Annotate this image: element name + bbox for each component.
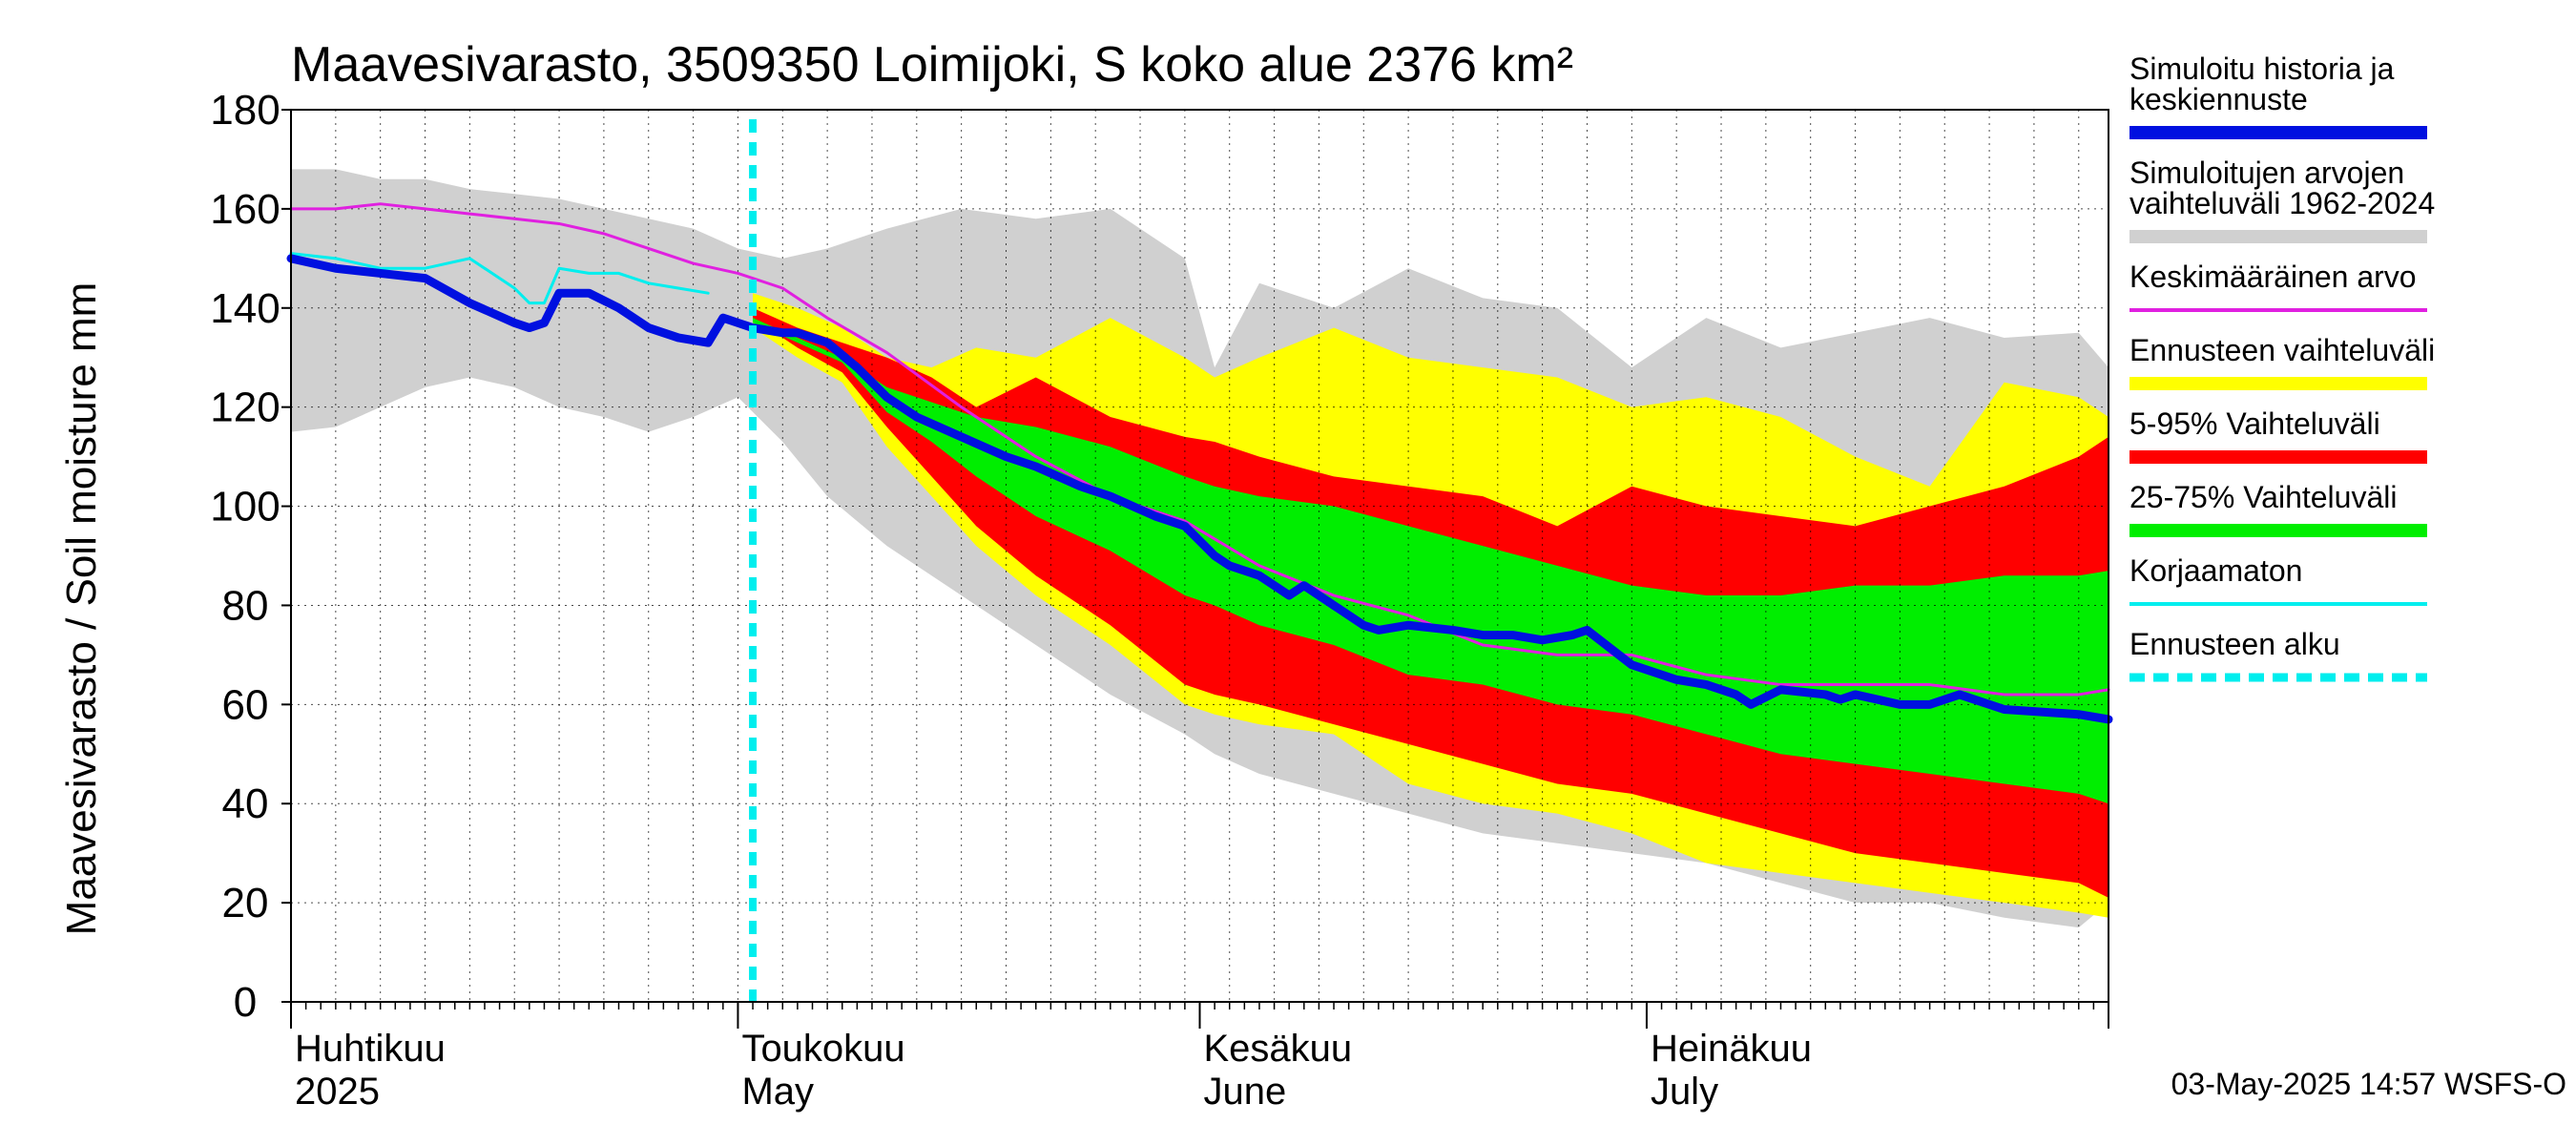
legend-label: Korjaamaton (2129, 553, 2302, 588)
legend-label: Ennusteen alku (2129, 627, 2340, 661)
y-tick-label: 40 (222, 781, 269, 827)
legend-label: keskiennuste (2129, 82, 2308, 116)
chart-title: Maavesivarasto, 3509350 Loimijoki, S kok… (291, 37, 1573, 93)
legend-label: 5-95% Vaihteluväli (2129, 406, 2380, 441)
month-label-en-0: 2025 (295, 1071, 380, 1113)
legend-item-5: 25-75% Vaihteluväli (2129, 480, 2427, 537)
grid (291, 110, 2109, 1002)
y-tick-label: 20 (222, 880, 269, 926)
series-line-2 (286, 254, 2113, 724)
legend-label: 25-75% Vaihteluväli (2129, 480, 2397, 514)
y-tick-label: 160 (210, 186, 280, 233)
legend: Simuloitu historia jakeskiennusteSimuloi… (2129, 52, 2435, 682)
legend-label: Keskimääräinen arvo (2129, 260, 2417, 294)
legend-label: Ennusteen vaihteluväli (2129, 333, 2435, 367)
month-label-en-2: June (1204, 1071, 1287, 1113)
month-label-en-1: May (741, 1071, 814, 1113)
footer-timestamp: 03-May-2025 14:57 WSFS-O (2171, 1067, 2566, 1101)
series-line-0 (289, 202, 2110, 697)
legend-item-2: Keskimääräinen arvo (2129, 260, 2427, 312)
legend-item-3: Ennusteen vaihteluväli (2129, 333, 2435, 390)
y-tick-label: 100 (210, 484, 280, 531)
y-tick-label: 80 (222, 582, 269, 629)
y-tick-label: 60 (222, 681, 269, 728)
legend-item-6: Korjaamaton (2129, 553, 2427, 606)
legend-label: Simuloitu historia ja (2129, 52, 2395, 86)
series-line-1 (289, 252, 710, 305)
legend-item-4: 5-95% Vaihteluväli (2129, 406, 2427, 464)
legend-label: Simuloitujen arvojen (2129, 156, 2404, 190)
month-label-fi-1: Toukokuu (741, 1028, 904, 1070)
month-label-fi-3: Heinäkuu (1651, 1028, 1812, 1070)
y-tick-label: 140 (210, 285, 280, 332)
month-label-fi-0: Huhtikuu (295, 1028, 446, 1070)
month-label-fi-2: Kesäkuu (1204, 1028, 1353, 1070)
month-label-en-3: July (1651, 1071, 1718, 1113)
legend-item-7: Ennusteen alku (2129, 627, 2427, 682)
legend-label: vaihteluväli 1962-2024 (2129, 186, 2435, 220)
y-tick-label: 0 (234, 979, 257, 1026)
y-tick-label: 120 (210, 385, 280, 431)
y-axis-label: Maavesivarasto / Soil moisture mm (58, 282, 105, 936)
y-tick-label: 180 (210, 87, 280, 134)
